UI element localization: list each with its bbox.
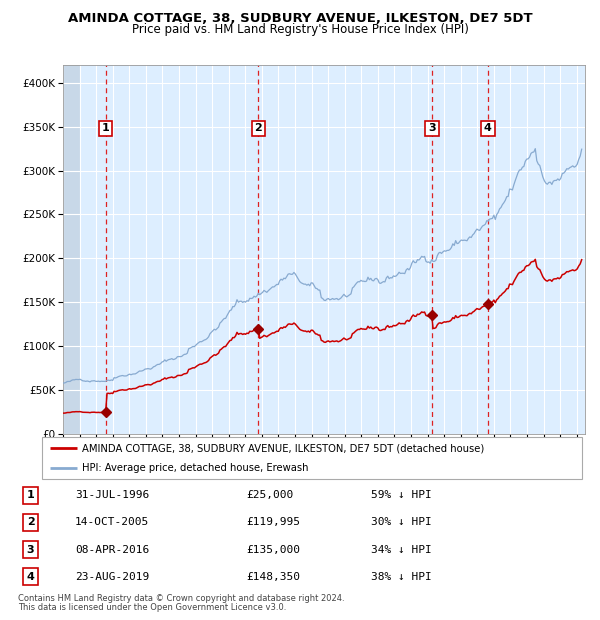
Text: £135,000: £135,000: [246, 544, 300, 554]
Text: 2: 2: [254, 123, 262, 133]
Text: 59% ↓ HPI: 59% ↓ HPI: [371, 490, 432, 500]
Text: 2: 2: [26, 518, 34, 528]
Text: 08-APR-2016: 08-APR-2016: [75, 544, 149, 554]
Text: £25,000: £25,000: [246, 490, 293, 500]
Text: HPI: Average price, detached house, Erewash: HPI: Average price, detached house, Erew…: [83, 463, 309, 473]
Text: 34% ↓ HPI: 34% ↓ HPI: [371, 544, 432, 554]
Text: AMINDA COTTAGE, 38, SUDBURY AVENUE, ILKESTON, DE7 5DT: AMINDA COTTAGE, 38, SUDBURY AVENUE, ILKE…: [68, 12, 532, 25]
Bar: [63, 65, 80, 434]
Text: Price paid vs. HM Land Registry's House Price Index (HPI): Price paid vs. HM Land Registry's House …: [131, 23, 469, 36]
Text: 38% ↓ HPI: 38% ↓ HPI: [371, 572, 432, 582]
Text: 1: 1: [102, 123, 110, 133]
Text: 30% ↓ HPI: 30% ↓ HPI: [371, 518, 432, 528]
Text: AMINDA COTTAGE, 38, SUDBURY AVENUE, ILKESTON, DE7 5DT (detached house): AMINDA COTTAGE, 38, SUDBURY AVENUE, ILKE…: [83, 443, 485, 453]
Text: 4: 4: [484, 123, 492, 133]
Text: Contains HM Land Registry data © Crown copyright and database right 2024.: Contains HM Land Registry data © Crown c…: [18, 594, 344, 603]
Text: 31-JUL-1996: 31-JUL-1996: [75, 490, 149, 500]
Text: £148,350: £148,350: [246, 572, 300, 582]
Text: 3: 3: [428, 123, 436, 133]
FancyBboxPatch shape: [42, 437, 582, 479]
Text: This data is licensed under the Open Government Licence v3.0.: This data is licensed under the Open Gov…: [18, 603, 286, 612]
Text: 4: 4: [26, 572, 34, 582]
Text: 1: 1: [26, 490, 34, 500]
Text: 3: 3: [27, 544, 34, 554]
Text: 14-OCT-2005: 14-OCT-2005: [75, 518, 149, 528]
Text: 23-AUG-2019: 23-AUG-2019: [75, 572, 149, 582]
Text: £119,995: £119,995: [246, 518, 300, 528]
